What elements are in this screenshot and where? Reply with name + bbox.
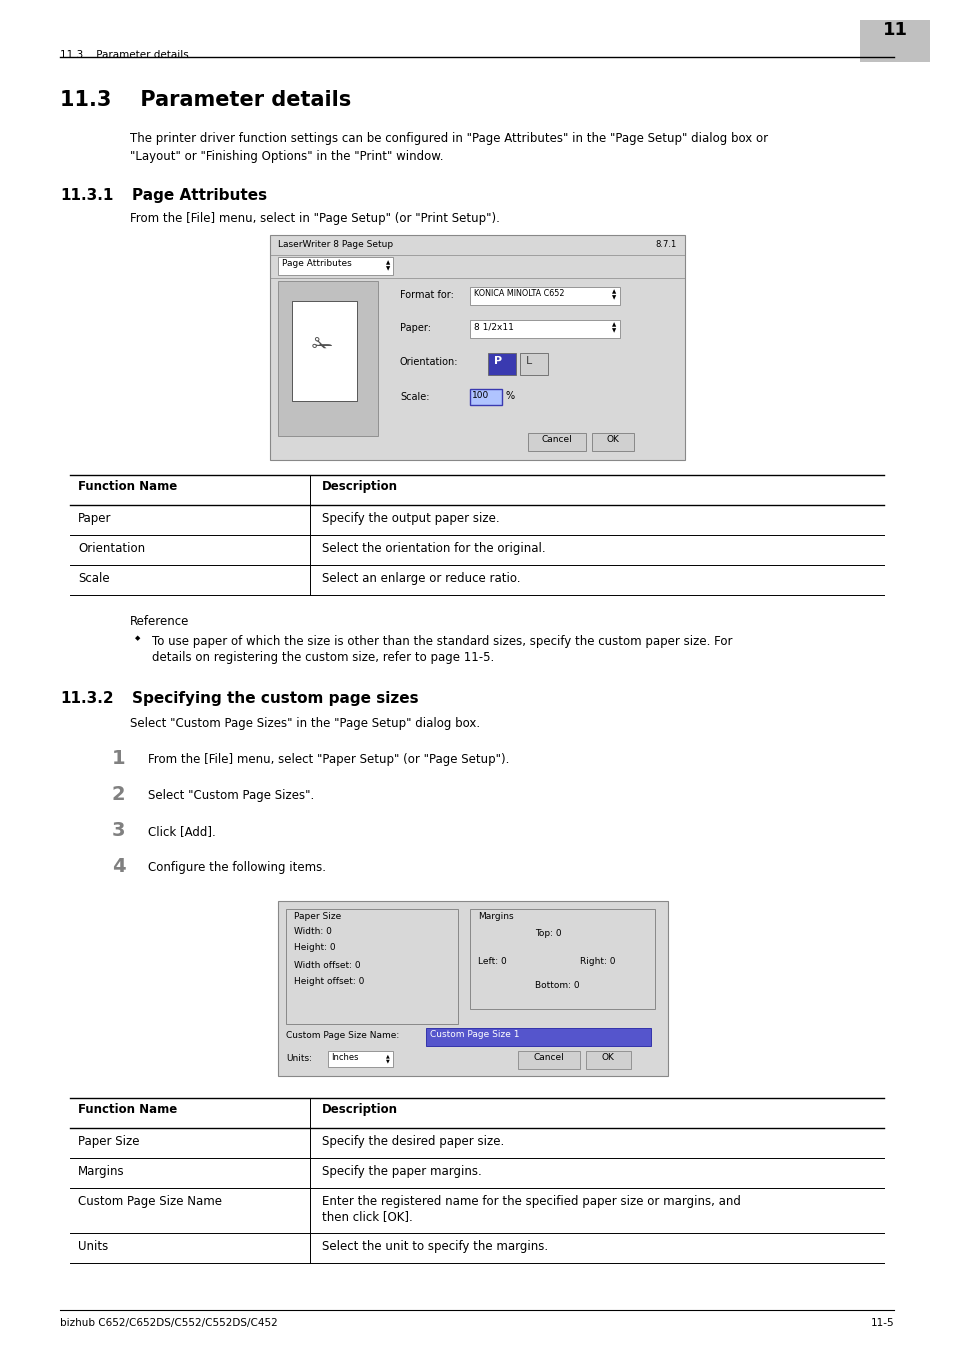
Text: Units: Units [78,1241,108,1253]
FancyBboxPatch shape [470,320,619,338]
FancyBboxPatch shape [592,433,634,451]
Text: The printer driver function settings can be configured in "Page Attributes" in t: The printer driver function settings can… [130,132,767,144]
Text: 4: 4 [112,857,126,876]
Text: Paper:: Paper: [399,323,431,333]
FancyBboxPatch shape [517,1052,579,1069]
FancyBboxPatch shape [426,1027,650,1046]
Text: From the [File] menu, select in "Page Setup" (or "Print Setup").: From the [File] menu, select in "Page Se… [130,212,499,225]
Text: Orientation: Orientation [78,541,145,555]
Text: %: % [505,392,515,401]
Text: bizhub C652/C652DS/C552/C552DS/C452: bizhub C652/C652DS/C552/C552DS/C452 [60,1318,277,1328]
Text: Function Name: Function Name [78,1103,177,1116]
Text: Paper: Paper [78,512,112,525]
Text: ▲
▼: ▲ ▼ [386,1053,390,1064]
Text: Paper Size: Paper Size [78,1135,139,1148]
Text: Custom Page Size 1: Custom Page Size 1 [430,1030,519,1040]
Text: Page Attributes: Page Attributes [132,188,267,202]
Text: Width offset: 0: Width offset: 0 [294,961,360,971]
Text: 11.3    Parameter details: 11.3 Parameter details [60,90,351,109]
Text: Custom Page Size Name: Custom Page Size Name [78,1195,222,1208]
FancyBboxPatch shape [328,1052,393,1066]
Text: Top: 0: Top: 0 [535,929,561,938]
Text: details on registering the custom size, refer to page 11-5.: details on registering the custom size, … [152,651,494,664]
Text: 2: 2 [112,784,126,805]
Text: Description: Description [322,481,397,493]
FancyBboxPatch shape [470,389,501,405]
FancyBboxPatch shape [286,909,457,1025]
Text: 11.3.2: 11.3.2 [60,691,113,706]
Text: Function Name: Function Name [78,481,177,493]
Text: 8 1/2x11: 8 1/2x11 [474,323,514,331]
Text: Margins: Margins [477,913,513,921]
FancyBboxPatch shape [470,288,619,305]
Text: P: P [494,356,501,366]
FancyBboxPatch shape [859,20,929,62]
Text: KONICA MINOLTA C652: KONICA MINOLTA C652 [474,289,564,298]
Text: then click [OK].: then click [OK]. [322,1210,413,1223]
FancyBboxPatch shape [277,256,393,275]
FancyBboxPatch shape [488,352,516,375]
Text: 100: 100 [472,392,489,400]
Text: "Layout" or "Finishing Options" in the "Print" window.: "Layout" or "Finishing Options" in the "… [130,150,443,163]
Text: Description: Description [322,1103,397,1116]
Text: 11: 11 [882,22,906,39]
Text: ✁: ✁ [312,335,333,359]
Text: 8.7.1: 8.7.1 [655,240,676,248]
Text: Cancel: Cancel [533,1053,564,1062]
Text: Specify the output paper size.: Specify the output paper size. [322,512,499,525]
Text: 1: 1 [112,749,126,768]
Text: ◆: ◆ [135,634,140,641]
Text: Cancel: Cancel [541,435,572,444]
Text: ▲
▼: ▲ ▼ [612,289,616,300]
Text: 3: 3 [112,821,126,840]
Text: OK: OK [601,1053,614,1062]
Text: Specify the desired paper size.: Specify the desired paper size. [322,1135,504,1148]
Text: Inches: Inches [331,1053,358,1062]
Text: Margins: Margins [78,1165,125,1179]
Text: Height offset: 0: Height offset: 0 [294,977,364,986]
FancyBboxPatch shape [277,900,667,1076]
Text: Bottom: 0: Bottom: 0 [535,981,579,990]
Text: Orientation:: Orientation: [399,356,458,367]
Text: Right: 0: Right: 0 [579,957,615,967]
FancyBboxPatch shape [470,909,655,1008]
Text: Select "Custom Page Sizes" in the "Page Setup" dialog box.: Select "Custom Page Sizes" in the "Page … [130,717,479,730]
Text: Select the orientation for the original.: Select the orientation for the original. [322,541,545,555]
Text: From the [File] menu, select "Paper Setup" (or "Page Setup").: From the [File] menu, select "Paper Setu… [148,753,509,765]
Text: 11.3    Parameter details: 11.3 Parameter details [60,50,189,59]
Text: Click [Add].: Click [Add]. [148,825,215,838]
Text: 11-5: 11-5 [869,1318,893,1328]
Text: Select "Custom Page Sizes".: Select "Custom Page Sizes". [148,788,314,802]
Text: Enter the registered name for the specified paper size or margins, and: Enter the registered name for the specif… [322,1195,740,1208]
FancyBboxPatch shape [527,433,585,451]
Text: Left: 0: Left: 0 [477,957,506,967]
Text: Specifying the custom page sizes: Specifying the custom page sizes [132,691,418,706]
FancyBboxPatch shape [585,1052,630,1069]
FancyBboxPatch shape [519,352,547,375]
Text: Width: 0: Width: 0 [294,927,332,936]
FancyBboxPatch shape [277,281,377,436]
Text: Scale: Scale [78,572,110,585]
Text: Specify the paper margins.: Specify the paper margins. [322,1165,481,1179]
FancyBboxPatch shape [270,235,684,460]
Text: Custom Page Size Name:: Custom Page Size Name: [286,1031,399,1040]
Text: Select the unit to specify the margins.: Select the unit to specify the margins. [322,1241,548,1253]
Text: 11.3.1: 11.3.1 [60,188,113,202]
Text: ▲
▼: ▲ ▼ [386,261,390,271]
Text: ▲
▼: ▲ ▼ [612,323,616,333]
Text: Units:: Units: [286,1054,312,1062]
Text: OK: OK [606,435,618,444]
Text: Paper Size: Paper Size [294,913,341,921]
FancyBboxPatch shape [292,301,356,401]
Text: Reference: Reference [130,616,190,628]
Text: Configure the following items.: Configure the following items. [148,861,326,873]
Text: To use paper of which the size is other than the standard sizes, specify the cus: To use paper of which the size is other … [152,634,732,648]
Text: Select an enlarge or reduce ratio.: Select an enlarge or reduce ratio. [322,572,520,585]
Text: LaserWriter 8 Page Setup: LaserWriter 8 Page Setup [277,240,393,248]
Text: Format for:: Format for: [399,290,454,300]
Text: Height: 0: Height: 0 [294,944,335,952]
Text: L: L [525,356,532,366]
Text: Scale:: Scale: [399,392,429,402]
Text: Page Attributes: Page Attributes [282,259,352,269]
